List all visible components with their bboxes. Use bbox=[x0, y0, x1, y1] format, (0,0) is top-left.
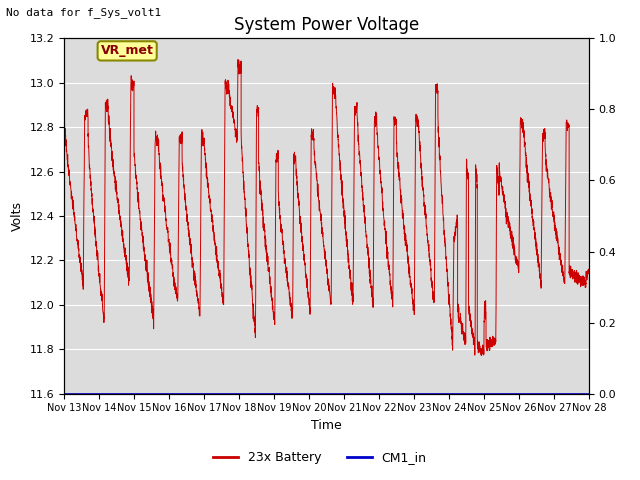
23x Battery bbox=[378, 184, 385, 190]
Line: 23x Battery: 23x Battery bbox=[64, 60, 589, 356]
23x Battery bbox=[60, 112, 68, 118]
23x Battery bbox=[387, 287, 394, 293]
Legend: 23x Battery, CM1_in: 23x Battery, CM1_in bbox=[208, 446, 432, 469]
Text: No data for f_Sys_volt1: No data for f_Sys_volt1 bbox=[6, 7, 162, 18]
Title: System Power Voltage: System Power Voltage bbox=[234, 16, 419, 34]
23x Battery bbox=[207, 208, 214, 214]
X-axis label: Time: Time bbox=[311, 419, 342, 432]
23x Battery bbox=[234, 57, 242, 62]
23x Battery bbox=[535, 261, 543, 267]
23x Battery bbox=[173, 290, 180, 296]
Y-axis label: Volts: Volts bbox=[11, 201, 24, 231]
23x Battery bbox=[585, 269, 593, 275]
Text: VR_met: VR_met bbox=[100, 44, 154, 58]
23x Battery bbox=[477, 353, 485, 359]
23x Battery bbox=[585, 267, 593, 273]
